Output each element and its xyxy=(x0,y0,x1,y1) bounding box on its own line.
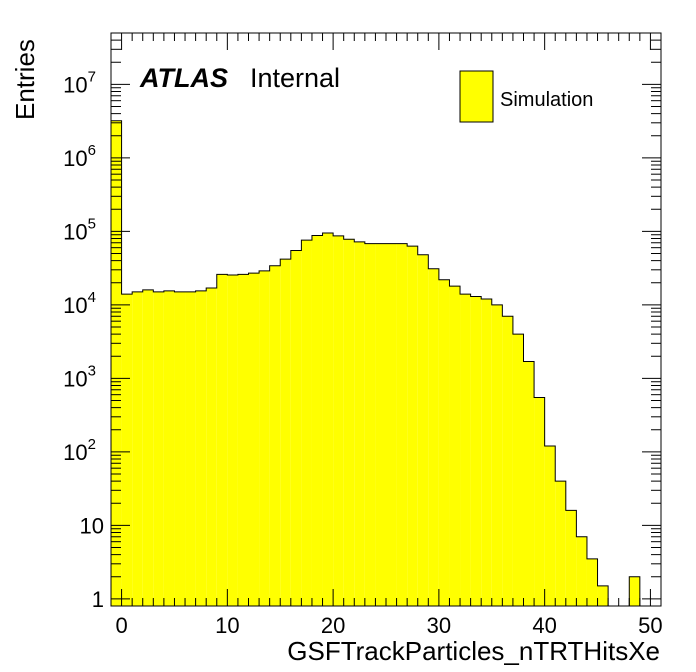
atlas-label: ATLAS xyxy=(139,63,228,93)
legend-swatch xyxy=(459,70,494,123)
histogram-bar xyxy=(534,397,545,606)
histogram-bar xyxy=(417,254,429,607)
y-tick-label: 105 xyxy=(63,215,96,244)
histogram-bar xyxy=(290,250,302,606)
histogram-bar xyxy=(565,510,577,606)
histogram-bar xyxy=(502,316,513,606)
x-axis-label: GSFTrackParticles_nTRTHitsXe xyxy=(287,636,660,666)
histogram-bar xyxy=(121,294,133,606)
histogram-bar xyxy=(586,558,598,606)
x-tick-label: 0 xyxy=(115,613,127,638)
y-tick-label: 1 xyxy=(92,587,104,612)
y-tick-label: 10 xyxy=(80,513,104,538)
histogram-bar xyxy=(544,446,556,606)
histogram-outline xyxy=(110,120,641,606)
histogram-bar xyxy=(206,287,217,606)
histogram-bar xyxy=(438,279,450,606)
histogram-bar xyxy=(111,120,122,606)
histogram-bar xyxy=(269,265,281,606)
y-tick-label: 103 xyxy=(63,362,96,391)
x-tick-label: 30 xyxy=(427,613,451,638)
histogram-bar xyxy=(491,304,503,606)
histogram-bar xyxy=(174,291,186,606)
histogram-bar xyxy=(216,274,228,606)
y-axis: 1 10 102 103 104 105 106 107 xyxy=(63,32,661,612)
histogram-bar xyxy=(512,334,524,606)
histogram-bar xyxy=(132,291,143,606)
histogram-bar xyxy=(470,296,482,606)
x-tick-label: 40 xyxy=(532,613,556,638)
histogram-bar xyxy=(343,239,355,607)
y-tick-label: 107 xyxy=(63,68,96,97)
histogram-bar xyxy=(460,294,471,606)
histogram-bar xyxy=(301,240,312,607)
histogram-bar xyxy=(333,235,344,607)
histogram-bar xyxy=(364,243,376,607)
atlas-status: Internal xyxy=(250,63,340,93)
histogram-bar xyxy=(311,235,323,606)
y-tick-label: 104 xyxy=(63,289,96,318)
histogram-bar xyxy=(259,270,270,606)
histogram-bar xyxy=(163,290,175,606)
histogram-bar xyxy=(375,243,386,607)
histogram-bar xyxy=(629,576,640,606)
histogram-bar xyxy=(396,243,408,607)
histogram-bar xyxy=(354,241,365,606)
histogram-bar xyxy=(386,243,397,607)
histogram-bar xyxy=(227,274,238,606)
histogram-bar xyxy=(407,246,418,606)
y-tick-label: 106 xyxy=(63,142,96,171)
x-axis: 0 10 20 30 40 50 xyxy=(110,33,663,638)
histogram-bar xyxy=(555,481,566,606)
histogram-bar xyxy=(237,274,249,606)
x-tick-label: 20 xyxy=(321,613,345,638)
histogram-bar xyxy=(576,536,587,606)
histogram-bar xyxy=(142,289,154,606)
y-axis-label: Entries xyxy=(10,39,40,120)
histogram-bars xyxy=(111,120,640,607)
legend-label: Simulation xyxy=(500,89,593,111)
x-tick-label: 50 xyxy=(638,613,662,638)
histogram-bar xyxy=(280,259,291,606)
histogram-bar xyxy=(428,268,439,606)
histogram-bar xyxy=(481,299,492,606)
histogram-bar xyxy=(195,290,207,606)
histogram-bar xyxy=(185,291,196,606)
histogram-bar xyxy=(153,291,164,606)
x-tick-label: 10 xyxy=(215,613,239,638)
histogram-bar xyxy=(523,361,535,606)
histogram-bar xyxy=(248,273,260,606)
histogram-bar xyxy=(597,585,609,606)
y-tick-label: 102 xyxy=(63,436,96,465)
histogram-bar xyxy=(322,233,334,607)
histogram-bar xyxy=(449,286,461,606)
